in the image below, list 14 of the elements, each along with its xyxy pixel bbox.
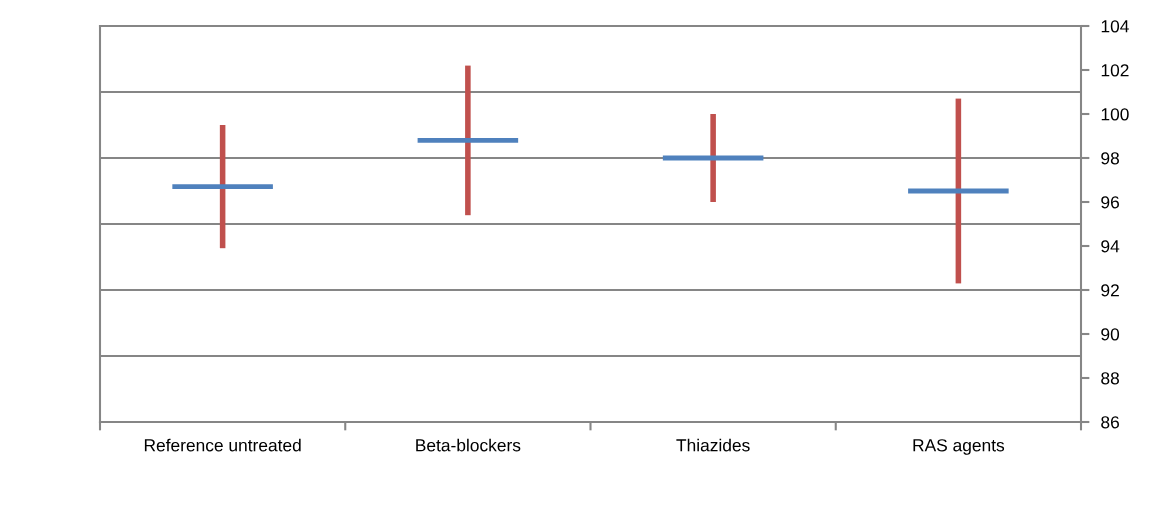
y-tick-label: 92 xyxy=(1101,284,1119,297)
y-tick-label: 104 xyxy=(1101,20,1129,33)
x-tick-label: Thiazides xyxy=(676,438,750,452)
y-tick-label: 102 xyxy=(1101,64,1129,77)
x-tick-label: Reference untreated xyxy=(144,438,301,452)
x-tick-label: Beta-blockers xyxy=(416,438,521,452)
y-tick-label: 90 xyxy=(1101,328,1120,341)
y-tick-label: 88 xyxy=(1101,372,1119,385)
y-tick-label: 94 xyxy=(1101,240,1120,253)
y-tick-label: 98 xyxy=(1101,152,1119,165)
y-tick-label: 100 xyxy=(1101,108,1129,121)
y-tick-label: 96 xyxy=(1101,196,1119,209)
x-tick-label: RAS agents xyxy=(913,439,1005,455)
y-tick-label: 86 xyxy=(1101,416,1119,429)
